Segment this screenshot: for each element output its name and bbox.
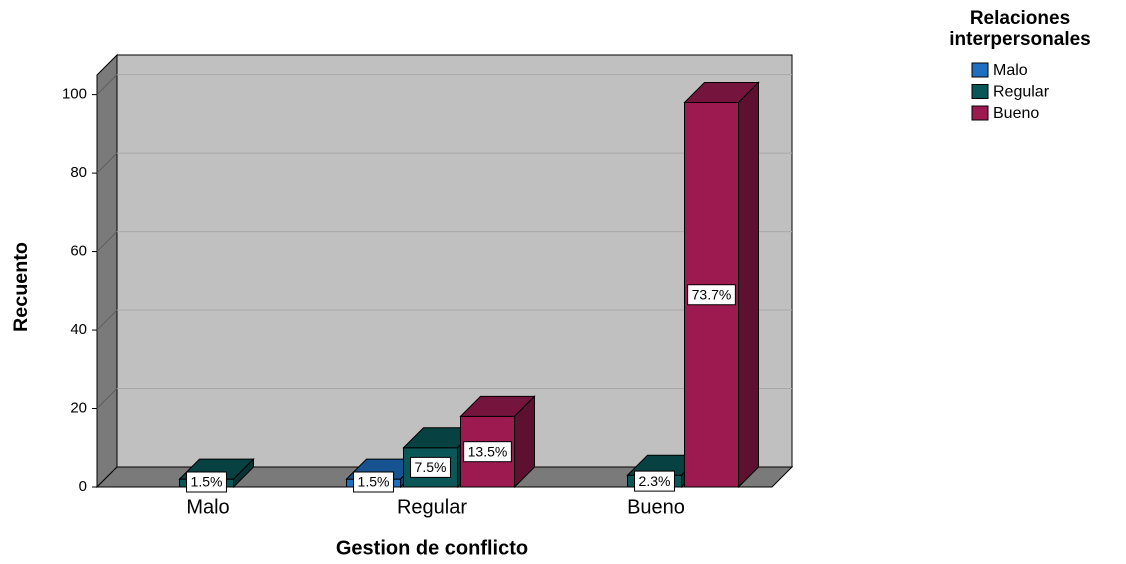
x-tick-label: Regular — [397, 496, 467, 518]
grid-line — [96, 388, 118, 409]
value-label: 7.5% — [415, 459, 447, 475]
value-label: 1.5% — [191, 474, 223, 490]
value-label: 13.5% — [468, 443, 508, 459]
legend-label: Malo — [993, 62, 1028, 79]
value-label: 1.5% — [358, 474, 390, 490]
grid-line — [96, 74, 118, 95]
grid-line — [96, 309, 118, 331]
value-label-box — [463, 441, 512, 463]
bar-side — [738, 81, 759, 489]
y-tick-label: 0 — [79, 478, 87, 495]
legend-swatch — [971, 62, 989, 78]
value-label-box — [687, 284, 736, 306]
legend-label: Regular — [993, 84, 1050, 101]
grid-line — [96, 152, 118, 174]
y-tick-label: 40 — [70, 321, 87, 338]
value-label-box — [410, 456, 451, 478]
legend-swatch — [971, 105, 989, 121]
bar-side — [233, 457, 254, 489]
y-tick-label: 80 — [70, 164, 87, 181]
value-label-box — [634, 470, 675, 492]
legend-label: Bueno — [993, 105, 1039, 122]
value-label-box — [353, 471, 394, 493]
value-label-box — [186, 471, 227, 493]
grid-line — [96, 231, 118, 252]
bar-side — [514, 395, 535, 489]
legend-title: Relaciones interpersonales — [949, 8, 1091, 50]
y-tick-label: 20 — [70, 399, 87, 416]
x-axis-title: Gestion de conflicto — [336, 537, 528, 559]
value-label: 73.7% — [692, 286, 732, 302]
left-wall — [96, 53, 118, 489]
y-tick-label: 60 — [70, 243, 87, 260]
x-tick-label: Malo — [186, 496, 229, 518]
y-axis-title: Recuento — [11, 242, 32, 332]
value-label: 2.3% — [639, 473, 671, 489]
x-tick-label: Bueno — [627, 496, 685, 518]
y-tick-label: 100 — [62, 86, 87, 103]
legend-swatch — [971, 84, 989, 99]
